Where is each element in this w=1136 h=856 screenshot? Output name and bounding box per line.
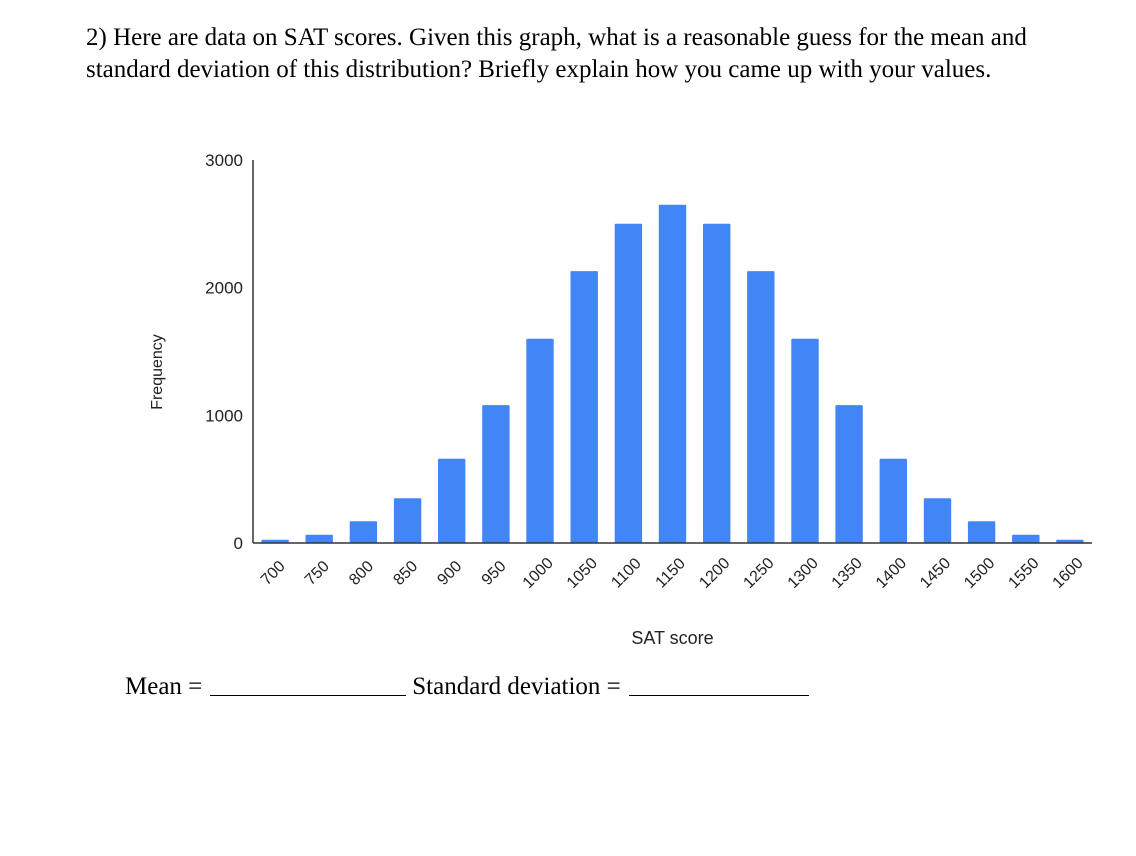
bar-1600 xyxy=(1056,539,1084,543)
x-tick-label: 1300 xyxy=(785,555,822,592)
x-tick-label: 1200 xyxy=(696,555,733,592)
x-tick-label: 750 xyxy=(302,558,333,589)
y-tick-label: 1000 xyxy=(205,406,243,425)
bar-700 xyxy=(261,539,289,543)
bar-1050 xyxy=(570,271,598,543)
x-axis-title: SAT score xyxy=(631,628,713,648)
bar-1000 xyxy=(526,338,554,543)
x-tick-label: 1050 xyxy=(564,555,601,592)
sd-label: Standard deviation = xyxy=(412,673,621,700)
x-tick-label: 1000 xyxy=(520,555,557,592)
bar-1400 xyxy=(879,458,907,543)
bar-750 xyxy=(305,534,333,543)
mean-label: Mean = xyxy=(125,673,203,700)
bar-900 xyxy=(438,458,466,543)
x-tick-label: 900 xyxy=(434,558,465,589)
x-tick-label: 1500 xyxy=(961,555,998,592)
x-tick-label: 1100 xyxy=(608,555,644,591)
x-tick-label: 1250 xyxy=(740,555,777,592)
x-tick-label: 1150 xyxy=(653,555,689,591)
bar-1200 xyxy=(703,223,731,544)
x-tick-label: 1450 xyxy=(917,555,954,592)
x-tick-labels: 700 750 800 850 900 950 1000 1050 1100 1150 1200 12… xyxy=(258,555,1087,592)
bar-1300 xyxy=(791,338,819,543)
bar-1100 xyxy=(614,223,643,544)
bar-800 xyxy=(349,521,378,543)
bar-850 xyxy=(393,498,422,543)
y-axis-title: Frequency xyxy=(149,334,166,410)
x-tick-label: 850 xyxy=(390,558,421,589)
bar-1250 xyxy=(747,271,775,543)
x-tick-label: 800 xyxy=(346,558,377,589)
bar-1350 xyxy=(835,405,863,543)
question-text: 2) Here are data on SAT scores. Given th… xyxy=(86,24,1027,83)
x-tick-label: 1600 xyxy=(1050,555,1087,592)
y-tick-label: 3000 xyxy=(205,151,243,170)
x-tick-label: 1350 xyxy=(829,555,866,592)
y-tick-labels: 0 1000 2000 3000 xyxy=(205,151,243,553)
bars-group xyxy=(261,204,1084,544)
sd-answer-blank[interactable] xyxy=(628,669,809,696)
x-tick-label: 950 xyxy=(479,558,510,589)
bar-1500 xyxy=(967,521,996,543)
x-tick-label: 700 xyxy=(258,558,289,589)
x-tick-label: 1400 xyxy=(873,555,910,592)
y-tick-label: 2000 xyxy=(205,279,243,298)
bar-1150 xyxy=(658,204,687,543)
mean-answer-blank[interactable] xyxy=(210,669,407,696)
bar-950 xyxy=(482,405,510,543)
bar-1450 xyxy=(923,498,952,543)
y-tick-label: 0 xyxy=(234,534,243,553)
x-tick-label: 1550 xyxy=(1005,555,1042,592)
answer-row: Mean = Standard deviation = xyxy=(125,667,809,703)
bar-1550 xyxy=(1012,534,1040,543)
